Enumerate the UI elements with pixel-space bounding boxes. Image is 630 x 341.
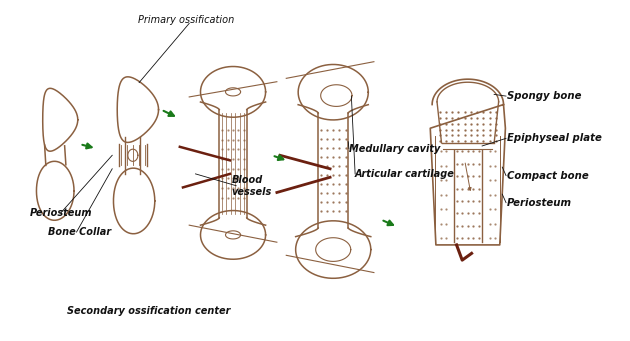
Text: Epiphyseal plate: Epiphyseal plate: [507, 133, 602, 143]
Text: Primary ossification: Primary ossification: [138, 15, 234, 25]
Text: Spongy bone: Spongy bone: [507, 91, 581, 101]
Text: Periosteum: Periosteum: [507, 198, 572, 208]
Text: Compact bone: Compact bone: [507, 170, 589, 181]
Text: Medullary cavity: Medullary cavity: [349, 144, 440, 153]
Text: Periosteum: Periosteum: [30, 208, 92, 218]
Text: Articular cartilage: Articular cartilage: [355, 169, 455, 179]
Text: Blood
vessels: Blood vessels: [232, 175, 272, 196]
Text: Bone Collar: Bone Collar: [49, 227, 112, 237]
Text: Secondary ossification center: Secondary ossification center: [67, 306, 230, 316]
